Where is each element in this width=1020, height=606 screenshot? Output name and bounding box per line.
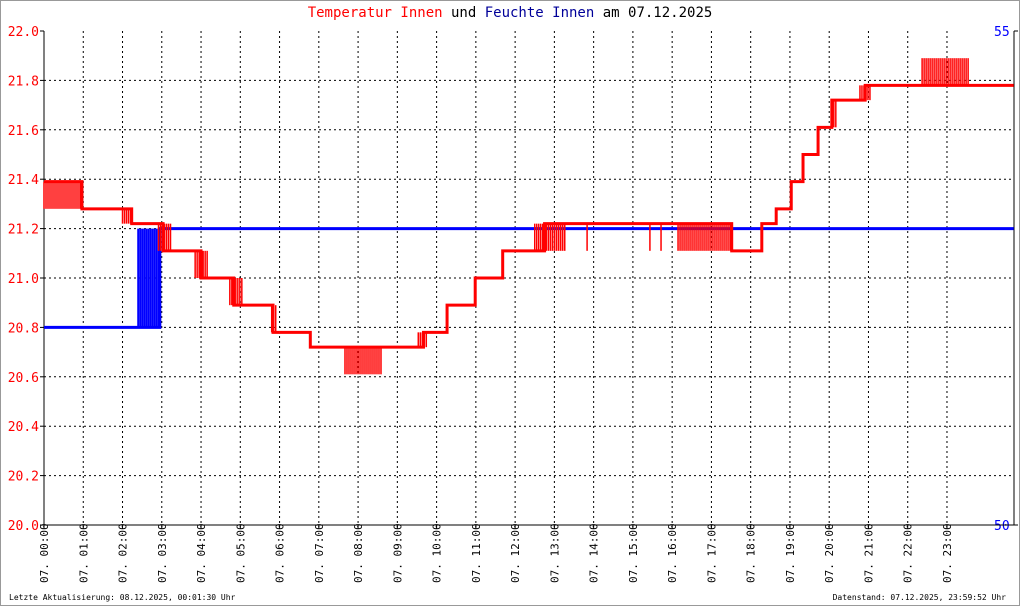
x-tick-label: 07. 07:00 xyxy=(313,523,326,583)
x-tick-label: 07. 00:00 xyxy=(38,523,51,583)
title-date: am 07.12.2025 xyxy=(602,5,713,21)
y-tick-label-left: 22.0 xyxy=(8,25,39,40)
x-tick-label: 07. 21:00 xyxy=(862,523,875,583)
x-tick-label: 07. 22:00 xyxy=(902,523,915,583)
x-tick-label: 07. 15:00 xyxy=(627,523,640,583)
temperature-line xyxy=(44,83,1014,349)
x-tick-label: 07. 04:00 xyxy=(195,523,208,583)
y-tick-label-left: 21.4 xyxy=(8,173,39,188)
y-tick-label-left: 20.2 xyxy=(8,470,39,485)
x-tick-label: 07. 16:00 xyxy=(666,523,679,583)
x-tick-label: 07. 03:00 xyxy=(156,523,169,583)
x-tick-label: 07. 13:00 xyxy=(548,523,561,583)
x-tick-label: 07. 18:00 xyxy=(745,523,758,583)
temperature-fluctuation xyxy=(677,223,731,251)
y-tick-label-left: 20.6 xyxy=(8,371,39,386)
x-tick-label: 07. 01:00 xyxy=(77,523,90,583)
title-temperature: Temperatur Innen xyxy=(307,5,443,21)
temperature-fluctuation xyxy=(43,181,81,209)
temperature-fluctuation xyxy=(921,58,969,86)
x-tick-label: 07. 09:00 xyxy=(391,523,404,583)
x-tick-label: 07. 20:00 xyxy=(823,523,836,583)
x-tick-label: 07. 17:00 xyxy=(705,523,718,583)
y-tick-label-left: 21.0 xyxy=(8,272,39,287)
y-tick-label-right: 55 xyxy=(994,25,1010,40)
x-tick-label: 07. 11:00 xyxy=(470,523,483,583)
x-tick-label: 07. 14:00 xyxy=(588,523,601,583)
chart-title: Temperatur Innen und Feuchte Innen am 07… xyxy=(0,5,1020,21)
y-tick-label-left: 21.6 xyxy=(8,124,39,139)
x-tick-label: 07. 12:00 xyxy=(509,523,522,583)
temperature-fluctuation xyxy=(344,347,382,375)
y-tick-label-left: 20.8 xyxy=(8,321,39,336)
humidity-line xyxy=(44,227,1014,329)
x-tick-label: 07. 08:00 xyxy=(352,523,365,583)
x-tick-label: 07. 10:00 xyxy=(431,523,444,583)
x-tick-label: 07. 06:00 xyxy=(274,523,287,583)
x-tick-label: 07. 02:00 xyxy=(117,523,130,583)
x-tick-label: 07. 23:00 xyxy=(941,523,954,583)
x-tick-label: 07. 05:00 xyxy=(234,523,247,583)
y-tick-label-left: 21.8 xyxy=(8,74,39,89)
y-tick-label-left: 20.0 xyxy=(8,519,39,534)
x-tick-label: 07. 19:00 xyxy=(784,523,797,583)
temperature-fluctuation xyxy=(229,278,243,306)
temperature-fluctuation xyxy=(534,223,566,251)
last-update-text: Letzte Aktualisierung: 08.12.2025, 00:01… xyxy=(9,593,236,602)
y-tick-label-left: 21.2 xyxy=(8,223,39,238)
data-timestamp-text: Datenstand: 07.12.2025, 23:59:52 Uhr xyxy=(832,593,1006,602)
temperature-fluctuation xyxy=(121,208,132,224)
y-tick-label-right: 50 xyxy=(994,519,1010,534)
title-humidity: Feuchte Innen xyxy=(484,5,595,21)
humidity-fluctuation xyxy=(137,228,160,328)
title-and: und xyxy=(450,5,477,21)
y-tick-label-left: 20.4 xyxy=(8,420,39,435)
